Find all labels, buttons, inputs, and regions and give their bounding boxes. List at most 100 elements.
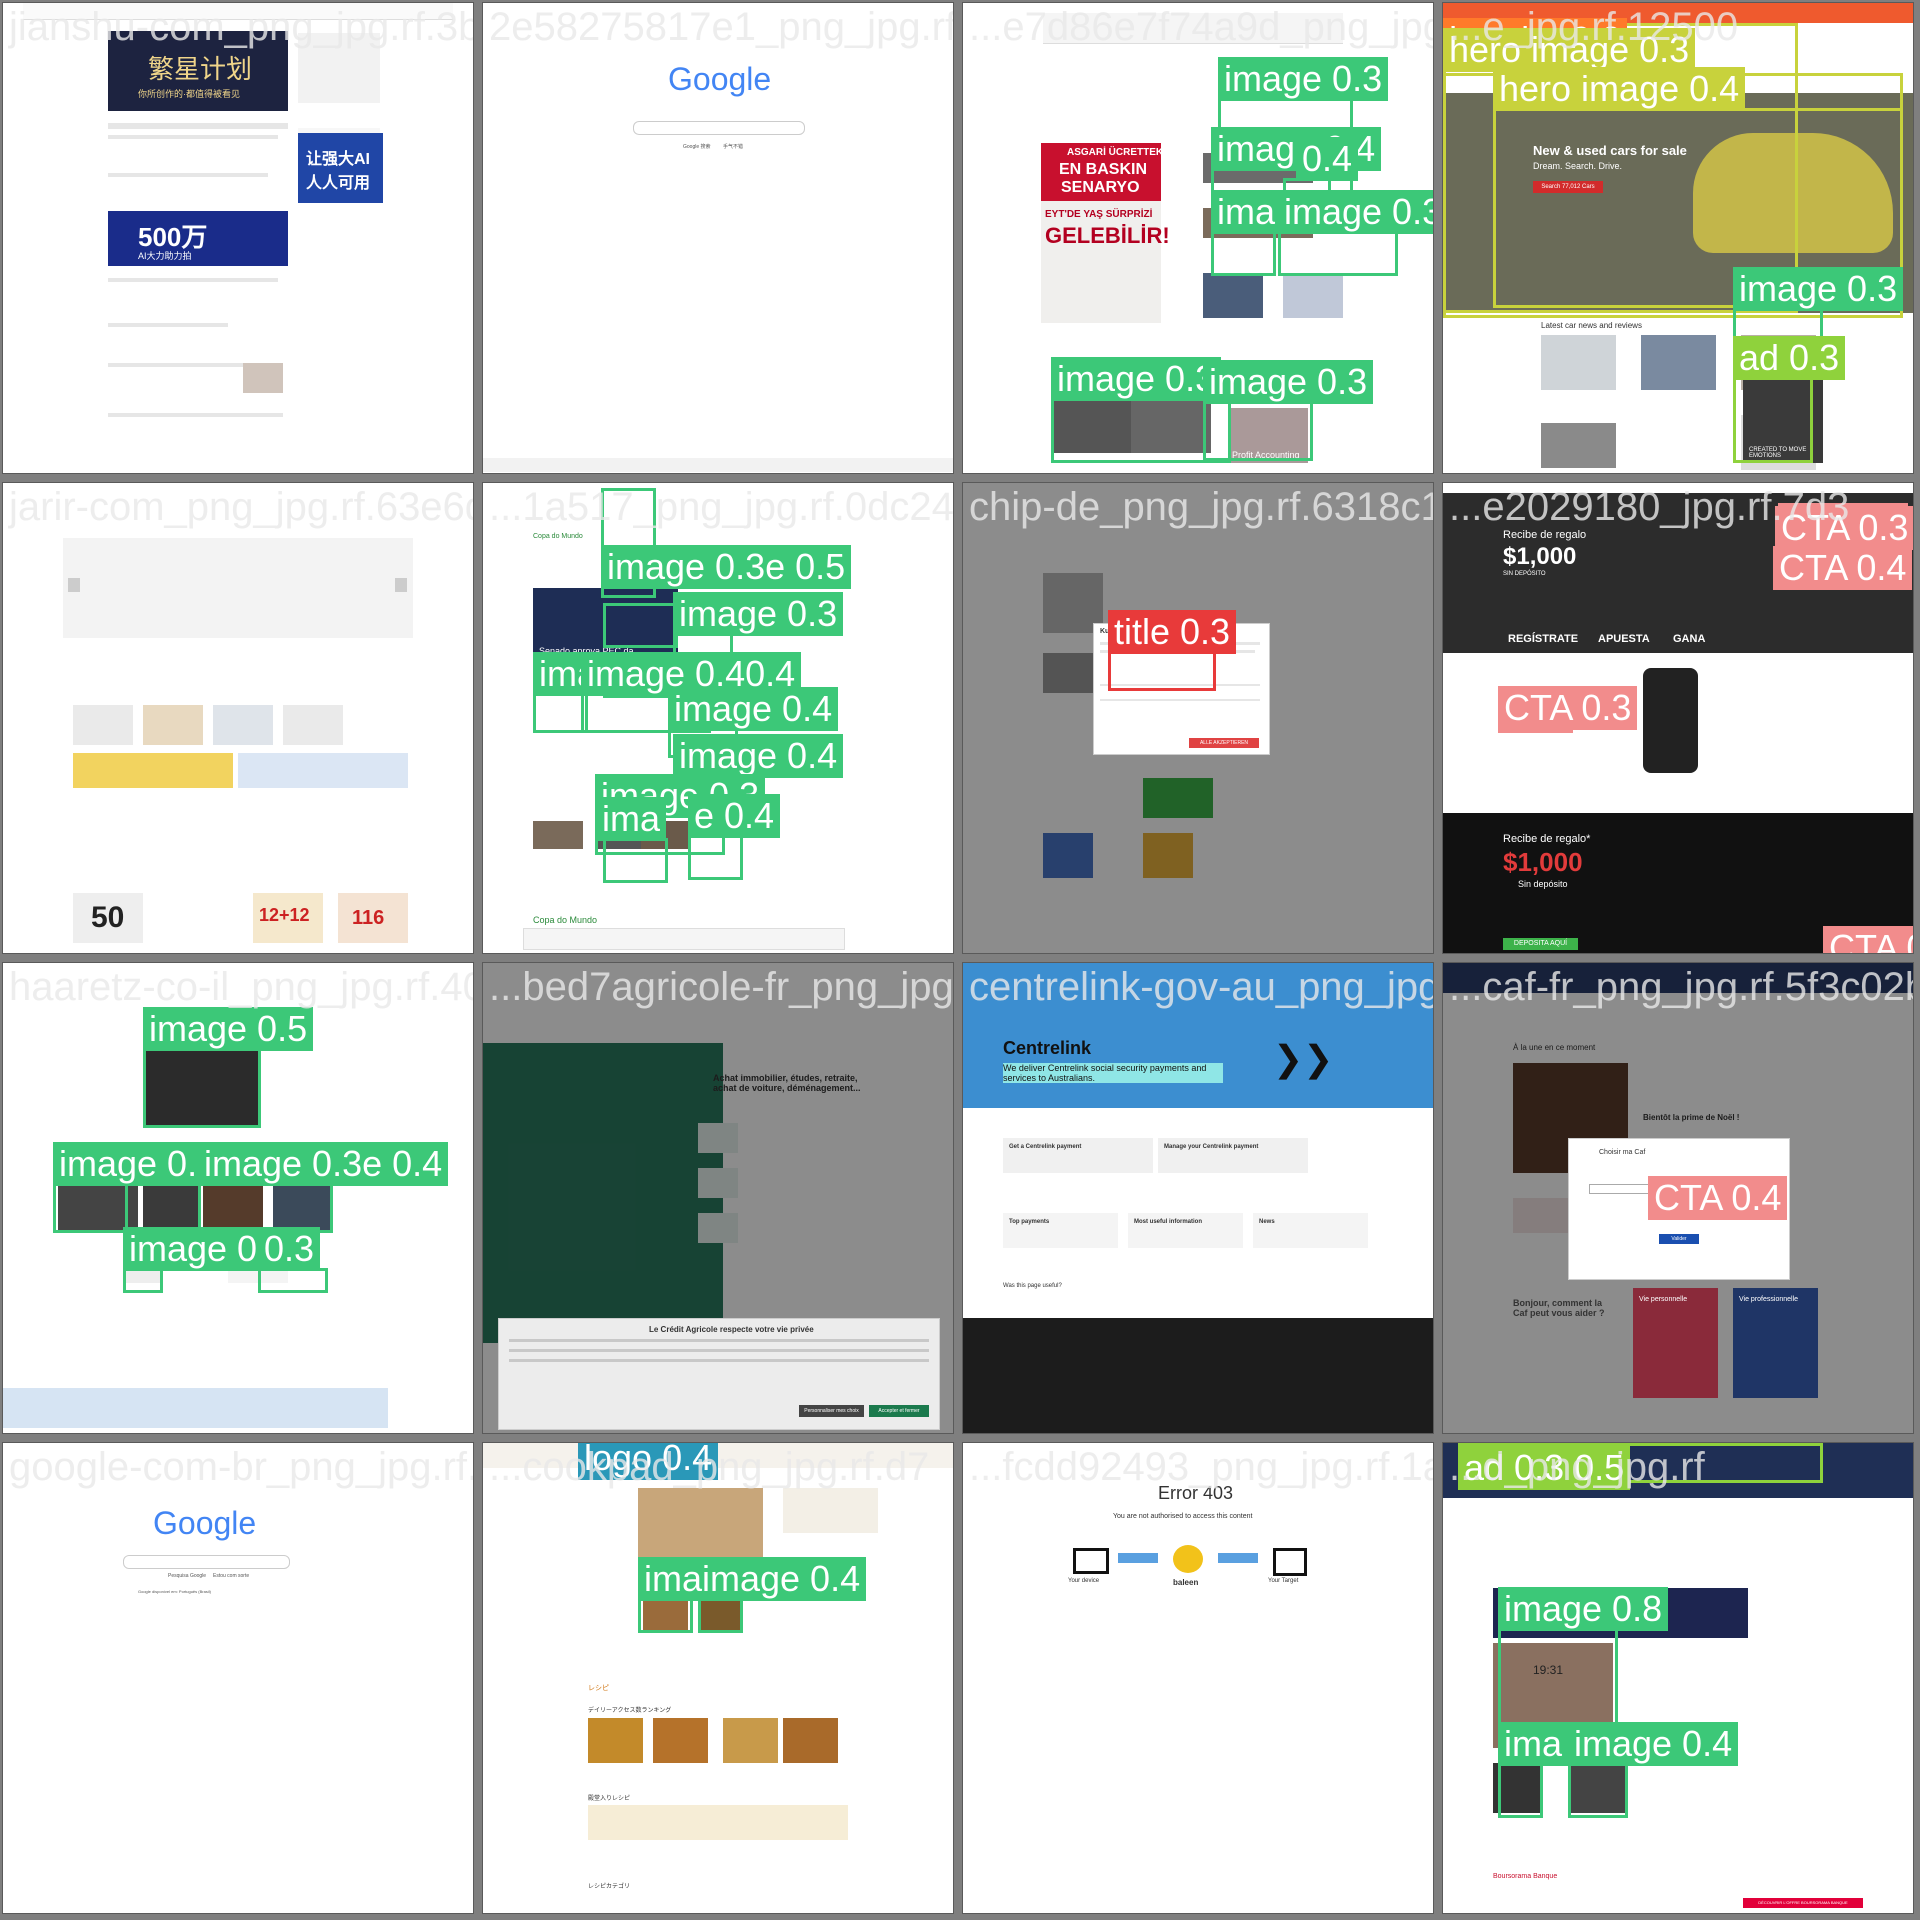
card-get-payment[interactable]: Get a Centrelink payment	[1009, 1144, 1082, 1150]
step-register: REGÍSTRATE	[1508, 633, 1579, 645]
error-subtitle: You are not authorised to access this co…	[1113, 1513, 1253, 1520]
headline: Bientôt la prime de Noël !	[1643, 1113, 1740, 1122]
headline-line1: ASGARİ ÜCRETTEKİ	[1067, 147, 1166, 158]
help-heading: Bonjour, comment la Caf peut vous aider …	[1513, 1298, 1605, 1318]
baleen-icon	[1173, 1545, 1203, 1573]
centrelink-subtitle: We deliver Centrelink social security pa…	[1003, 1063, 1223, 1083]
tile-brazil-news: Copa do Mundo Senado aprova PEC da Trans…	[482, 482, 954, 954]
centrelink-title: Centrelink	[1003, 1038, 1092, 1058]
error-title: Error 403	[1158, 1483, 1234, 1503]
tile-jianshu: 繁星计划 你所创作的·都值得被看见 让强大AI 人人可用 500万 AI大力助力…	[2, 2, 474, 474]
ai-ad: 500万 AI大力助力拍	[108, 211, 288, 266]
side-ad: 让强大AI 人人可用	[298, 133, 383, 203]
side-ad: CREATED TO MOVE EMOTIONS	[1743, 353, 1823, 463]
customize-button[interactable]: Personnaliser mes choix	[799, 1405, 864, 1417]
search-input[interactable]	[123, 1555, 290, 1569]
headline-line2: EN BASKIN	[1059, 161, 1148, 178]
privacy-modal-title: Le Crédit Agricole respecte votre vie pr…	[649, 1325, 814, 1334]
section-bottom: Copa do Mundo	[533, 915, 598, 925]
privacy-modal: Le Crédit Agricole respecte votre vie pr…	[498, 1318, 940, 1430]
accept-all-button[interactable]: ALLE AKZEPTIEREN	[1189, 738, 1259, 748]
target-icon	[1273, 1548, 1307, 1576]
node-target: Your Target	[1268, 1578, 1299, 1584]
step-bet: APUESTA	[1598, 633, 1650, 645]
choose-caf-modal: Choisir ma Caf Valider	[1568, 1138, 1790, 1280]
ecorama-brand: Ecorama	[1503, 1604, 1571, 1621]
clock-image: 19:31	[1493, 1643, 1613, 1748]
google-logo: Google	[153, 1505, 257, 1541]
tile-cookpad: レシピ デイリーアクセス数ランキング 殿堂入りレシピ レシピカテゴリ logo …	[482, 1442, 954, 1914]
tile-google-br: Google Pesquisa Google Estou com sorte G…	[2, 1442, 474, 1914]
hero-title: New & used cars for sale	[1533, 143, 1687, 158]
cookie-modal: Kurz die Cookies, dann geht's weiter ALL…	[1093, 623, 1270, 755]
hall-of-fame-heading: 殿堂入りレシピ	[588, 1796, 631, 1802]
caf-select[interactable]	[1589, 1184, 1661, 1194]
card-top-payments[interactable]: Top payments	[1009, 1219, 1050, 1225]
headline-line3: SENARYO	[1061, 179, 1140, 196]
monitor-icon	[1073, 1548, 1109, 1574]
google-logo: Google	[668, 61, 772, 97]
search-input[interactable]	[633, 121, 805, 135]
step-win: GANA	[1673, 633, 1706, 645]
search-button[interactable]: Pesquisa Google	[168, 1573, 207, 1579]
ai-ad-subtitle: AI大力助力拍	[138, 251, 192, 261]
card-most-useful[interactable]: Most useful information	[1134, 1219, 1202, 1225]
tile-haaretz: DESIGNER image 0.5 image 0.5 image 0.3e …	[2, 962, 474, 1434]
promo2-label: Recibe de regalo*	[1503, 833, 1591, 845]
deposit-button[interactable]: DEPOSITA AQUÍ	[1503, 718, 1573, 732]
promo2-value: $1,000	[1503, 847, 1583, 877]
accept-close-button[interactable]: Accepter et fermer	[869, 1405, 929, 1417]
validate-button[interactable]: Valider	[1659, 1234, 1699, 1244]
hero-image: Senado aprova PEC da Transição em vitóri…	[533, 588, 678, 678]
cookie-modal-title: Kurz die Cookies, dann geht's weiter	[1100, 628, 1222, 635]
ecorama-banner: Ecorama	[1493, 1588, 1748, 1638]
search-button[interactable]: Google 搜索	[683, 144, 711, 150]
designer-ad: DESIGNER	[232, 1259, 295, 1273]
node-baleen: baleen	[1173, 1578, 1199, 1587]
headline-line5: GELEBİLİR!	[1045, 223, 1170, 248]
tile-credit-agricole: Achat immobilier, études, retraite, acha…	[482, 962, 954, 1434]
deposit-button-2[interactable]: DEPOSITA AQUÍ	[1503, 938, 1578, 950]
headline-line4: EYT'DE YAŞ SÜRPRİZİ	[1045, 209, 1153, 220]
banner-subtitle: 你所创作的·都值得被看见	[138, 89, 240, 99]
lucky-button[interactable]: Estou com sorte	[213, 1573, 250, 1579]
banner-title: 繁星计划	[148, 54, 253, 84]
promo-50: 50	[91, 901, 125, 934]
ranking-heading: デイリーアクセス数ランキング	[588, 1708, 672, 1714]
chevron-icon: ❯❯	[1273, 1038, 1334, 1079]
side-ad-caption: CREATED TO MOVE EMOTIONS	[1749, 447, 1807, 459]
promo-value: $1,000	[1503, 543, 1577, 570]
tile-error-403: Error 403 You are not authorised to acce…	[962, 1442, 1434, 1914]
section-top: Copa do Mundo	[533, 533, 583, 540]
hero-subtitle: Dream. Search. Drive.	[1533, 161, 1623, 171]
section-heading: À la une en ce moment	[1513, 1043, 1596, 1052]
footer-cta[interactable]: DÉCOUVRIR L'OFFRE BOURSORAMA BANQUE	[1743, 1898, 1863, 1908]
banner-image: 繁星计划 你所创作的·都值得被看见	[108, 31, 288, 111]
headline-image: ASGARİ ÜCRETTEKİ EN BASKIN SENARYO EYT'D…	[1041, 143, 1170, 323]
ticker-value: 27 683.40	[1473, 1475, 1514, 1485]
promo-title: Achat immobilier, études, retraite, acha…	[713, 1073, 861, 1093]
node-device: Your device	[1068, 1578, 1100, 1584]
centrelink-hero: Centrelink We deliver Centrelink social …	[963, 963, 1433, 1108]
tile-chip-de: Kurz die Cookies, dann geht's weiter ALL…	[962, 482, 1434, 954]
promo-sub: SIN DEPÓSITO	[1503, 571, 1546, 577]
lucky-button[interactable]: 手气不错	[723, 144, 744, 150]
promo-12: 12+12	[259, 905, 310, 925]
card-news[interactable]: News	[1259, 1219, 1275, 1225]
card-manage-payment[interactable]: Manage your Centrelink payment	[1164, 1144, 1259, 1150]
cta-label: Apuesta	[1503, 688, 1548, 702]
side-ad-text: 让强大AI 人人可用	[306, 151, 371, 192]
category-heading: レシピカテゴリ	[588, 1884, 631, 1890]
tile-caf: À la une en ce moment Bientôt la prime d…	[1442, 962, 1914, 1434]
tile-jarir: 50 116 12+12 jarir-com_png_jpg.rf.63e6d1…	[2, 482, 474, 954]
col-professional: Vie professionnelle	[1739, 1296, 1799, 1303]
section-heading: Latest car news and reviews	[1541, 321, 1642, 330]
tile-centrelink: Centrelink We deliver Centrelink social …	[962, 962, 1434, 1434]
promo-116: 116	[352, 907, 385, 929]
promo2-sub: Sin depósito	[1518, 879, 1568, 889]
tile-google: Google Google 搜索 手气不错 2e58275817e1_png_j…	[482, 2, 954, 474]
recipe-section: レシピ	[588, 1685, 609, 1692]
hero-search-button[interactable]: Search 77,012 Cars	[1533, 181, 1603, 193]
tile-turkish-news: ASGARİ ÜCRETTEKİ EN BASKIN SENARYO EYT'D…	[962, 2, 1434, 474]
